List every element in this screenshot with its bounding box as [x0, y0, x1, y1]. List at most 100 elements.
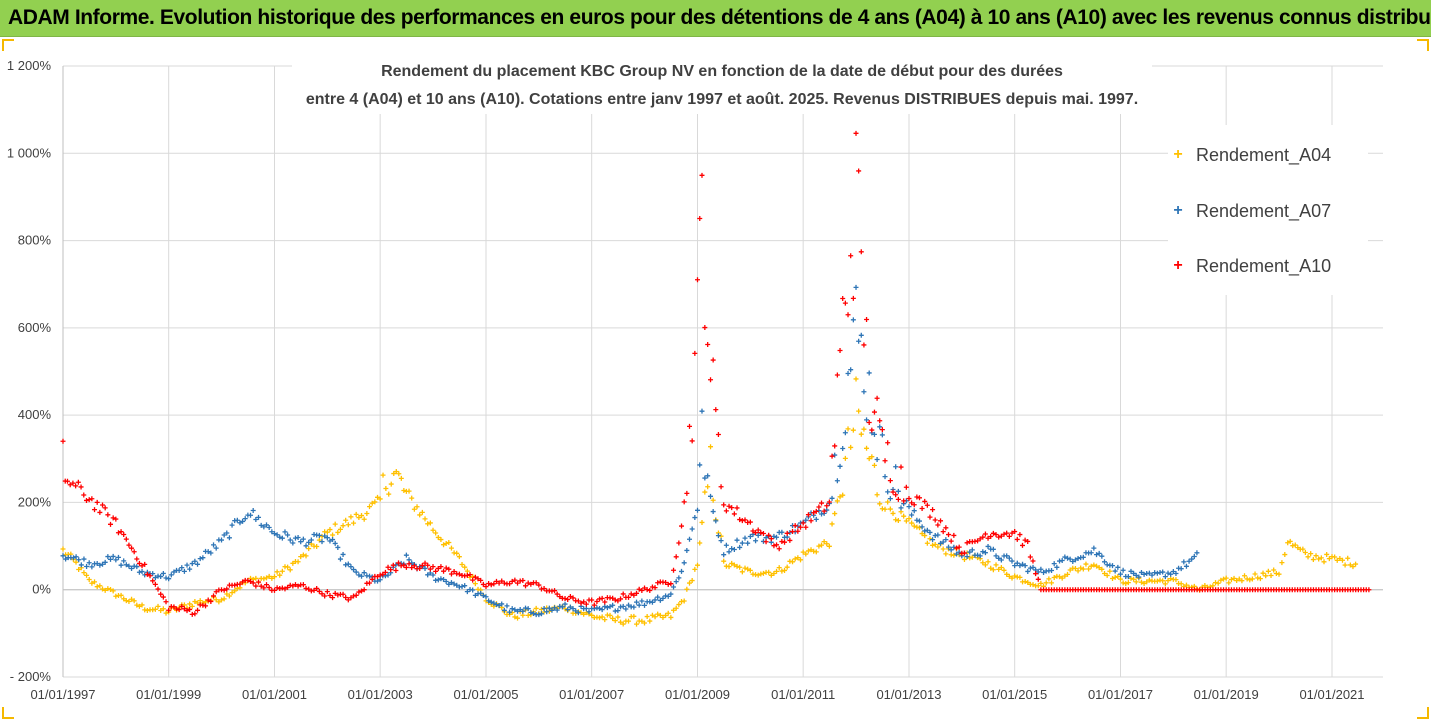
- data-point-Rendement_A10: [845, 312, 851, 318]
- data-point-Rendement_A10: [512, 577, 518, 583]
- data-point-Rendement_A07: [695, 507, 700, 513]
- data-point-Rendement_A04: [314, 544, 320, 550]
- data-point-Rendement_A10: [311, 587, 317, 593]
- data-point-Rendement_A10: [906, 496, 912, 502]
- data-point-Rendement_A07: [858, 332, 864, 338]
- data-point-Rendement_A04: [924, 540, 930, 546]
- data-point-Rendement_A10: [470, 577, 476, 583]
- data-point-Rendement_A10: [805, 512, 811, 518]
- data-point-Rendement_A04: [903, 518, 909, 524]
- data-point-Rendement_A04: [1138, 579, 1144, 585]
- data-point-Rendement_A04: [364, 510, 370, 516]
- banner-title: ADAM Informe. Evolution historique des p…: [8, 6, 1431, 29]
- data-point-Rendement_A04: [668, 614, 674, 620]
- data-point-Rendement_A10: [332, 590, 338, 596]
- data-point-Rendement_A07: [515, 608, 521, 614]
- data-point-Rendement_A10: [467, 572, 473, 578]
- data-point-Rendement_A10: [375, 574, 381, 580]
- data-point-Rendement_A04: [689, 578, 695, 584]
- data-point-Rendement_A04: [129, 596, 135, 602]
- data-point-Rendement_A10: [388, 567, 394, 573]
- data-point-Rendement_A07: [1020, 561, 1026, 567]
- data-point-Rendement_A07: [375, 578, 381, 584]
- data-point-Rendement_A04: [1102, 571, 1108, 577]
- data-point-Rendement_A07: [1112, 568, 1118, 574]
- legend-label-a04: Rendement_A04: [1196, 144, 1332, 165]
- data-point-Rendement_A04: [687, 580, 693, 586]
- data-point-Rendement_A04: [1183, 582, 1189, 588]
- data-point-Rendement_A04: [126, 598, 132, 604]
- data-point-Rendement_A04: [615, 614, 621, 620]
- data-point-Rendement_A07: [723, 542, 729, 548]
- data-point-Rendement_A07: [269, 529, 275, 535]
- data-point-Rendement_A10: [562, 596, 568, 602]
- data-point-Rendement_A10: [829, 453, 835, 459]
- data-point-Rendement_A07: [462, 583, 468, 589]
- data-point-Rendement_A04: [901, 513, 907, 519]
- data-point-Rendement_A07: [562, 601, 568, 607]
- data-point-Rendement_A04: [692, 566, 698, 572]
- data-point-Rendement_A04: [459, 562, 465, 568]
- data-point-Rendement_A04: [538, 606, 544, 612]
- legend-label-a10: Rendement_A10: [1196, 255, 1332, 276]
- data-point-Rendement_A10: [115, 530, 121, 536]
- data-point-Rendement_A04: [1006, 573, 1012, 579]
- data-point-Rendement_A07: [705, 473, 711, 479]
- data-point-Rendement_A10: [903, 484, 909, 490]
- data-point-Rendement_A07: [94, 561, 100, 567]
- data-point-Rendement_A04: [597, 615, 603, 621]
- data-point-Rendement_A04: [784, 564, 790, 570]
- data-point-Rendement_A07: [113, 557, 119, 563]
- data-point-Rendement_A07: [803, 517, 809, 523]
- data-point-Rendement_A07: [1004, 553, 1010, 559]
- data-point-Rendement_A07: [1072, 557, 1078, 563]
- data-point-Rendement_A10: [86, 497, 92, 503]
- data-point-Rendement_A04: [73, 559, 79, 565]
- data-point-Rendement_A10: [300, 582, 306, 588]
- data-point-Rendement_A10: [877, 418, 883, 424]
- data-point-Rendement_A04: [893, 517, 899, 523]
- data-point-Rendement_A10: [708, 377, 714, 383]
- data-point-Rendement_A04: [1062, 573, 1068, 579]
- data-point-Rendement_A07: [258, 522, 264, 528]
- data-point-Rendement_A07: [150, 571, 156, 577]
- data-point-Rendement_A04: [1083, 561, 1089, 567]
- data-point-Rendement_A04: [303, 553, 309, 559]
- data-point-Rendement_A07: [731, 546, 737, 552]
- data-point-Rendement_A10: [515, 580, 521, 586]
- data-point-Rendement_A04: [100, 586, 106, 592]
- data-point-Rendement_A10: [340, 591, 346, 597]
- data-point-Rendement_A04: [832, 511, 838, 517]
- data-point-Rendement_A07: [189, 561, 195, 567]
- data-point-Rendement_A07: [1154, 570, 1160, 576]
- data-point-Rendement_A04: [927, 536, 933, 542]
- data-point-Rendement_A04: [607, 612, 613, 618]
- data-point-Rendement_A04: [1342, 562, 1348, 568]
- data-point-Rendement_A04: [1260, 570, 1266, 576]
- y-tick-label: 1 200%: [7, 58, 52, 73]
- data-point-Rendement_A07: [1038, 566, 1044, 572]
- data-point-Rendement_A07: [692, 515, 698, 521]
- data-point-Rendement_A04: [108, 586, 114, 592]
- data-point-Rendement_A07: [89, 564, 95, 570]
- data-point-Rendement_A07: [409, 560, 415, 566]
- data-point-Rendement_A04: [1249, 576, 1255, 582]
- data-point-Rendement_A07: [739, 540, 745, 546]
- data-point-Rendement_A07: [536, 612, 542, 618]
- data-point-Rendement_A07: [264, 522, 270, 528]
- x-tick-label: 01/01/2015: [982, 687, 1047, 702]
- data-point-Rendement_A10: [557, 594, 563, 600]
- data-point-Rendement_A04: [853, 376, 859, 382]
- data-point-Rendement_A04: [874, 492, 880, 498]
- data-point-Rendement_A10: [385, 564, 391, 570]
- data-point-Rendement_A07: [871, 431, 877, 437]
- data-point-Rendement_A10: [642, 585, 648, 591]
- data-point-Rendement_A10: [501, 580, 507, 586]
- data-point-Rendement_A07: [353, 569, 359, 575]
- data-point-Rendement_A04: [562, 606, 568, 612]
- data-point-Rendement_A07: [671, 584, 677, 590]
- data-point-Rendement_A07: [261, 524, 267, 530]
- data-point-Rendement_A04: [454, 550, 460, 556]
- data-point-Rendement_A10: [599, 595, 605, 601]
- data-point-Rendement_A07: [1091, 545, 1097, 551]
